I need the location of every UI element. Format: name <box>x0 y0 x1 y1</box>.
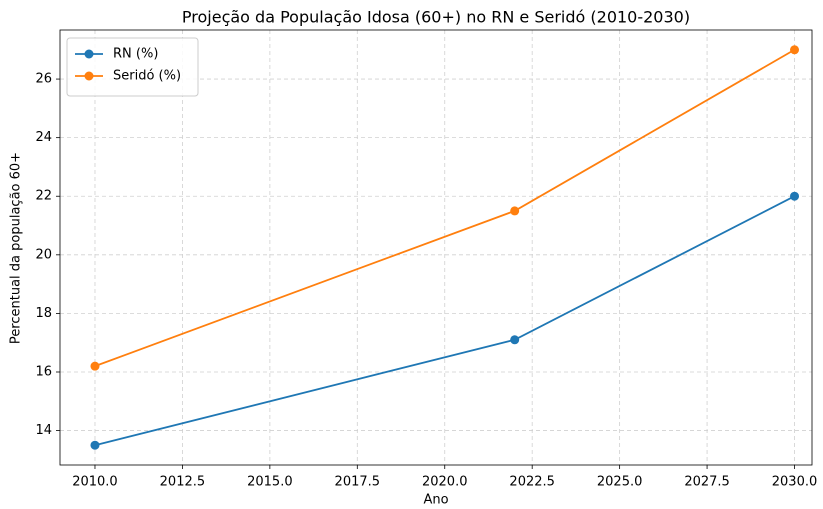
data-point <box>790 45 800 55</box>
y-tick-label: 26 <box>35 72 52 87</box>
legend: RN (%) Seridó (%) <box>66 37 199 97</box>
y-tick-label: 18 <box>35 306 52 321</box>
y-tick-label: 22 <box>35 189 52 204</box>
x-tick-label: 2030.0 <box>772 475 818 490</box>
y-tick-label: 20 <box>35 247 52 262</box>
x-tick-label: 2025.0 <box>597 475 643 490</box>
x-tick-label: 2010.0 <box>72 475 118 490</box>
y-tick-label: 16 <box>35 364 52 379</box>
y-tick-label: 14 <box>35 423 52 438</box>
data-point <box>790 191 800 201</box>
x-tick-label: 2012.5 <box>160 475 206 490</box>
x-tick-label: 2017.5 <box>335 475 381 490</box>
data-point <box>90 361 100 371</box>
x-tick-label: 2020.0 <box>422 475 468 490</box>
legend-label: Seridó (%) <box>113 69 181 84</box>
y-axis-label: Percentual da população 60+ <box>9 152 24 344</box>
data-point <box>510 335 520 345</box>
legend-marker <box>84 49 94 59</box>
y-tick-label: 24 <box>35 130 52 145</box>
data-point <box>90 440 100 450</box>
x-tick-label: 2022.5 <box>509 475 555 490</box>
legend-label: RN (%) <box>113 47 158 62</box>
legend-box <box>66 37 199 97</box>
x-tick-label: 2015.0 <box>247 475 293 490</box>
plot-frame <box>59 29 813 466</box>
legend-marker <box>84 71 94 81</box>
data-point <box>510 206 520 216</box>
chart-title: Projeção da População Idosa (60+) no RN … <box>182 8 690 27</box>
x-axis-label: Ano <box>423 493 448 508</box>
x-tick-label: 2027.5 <box>684 475 730 490</box>
